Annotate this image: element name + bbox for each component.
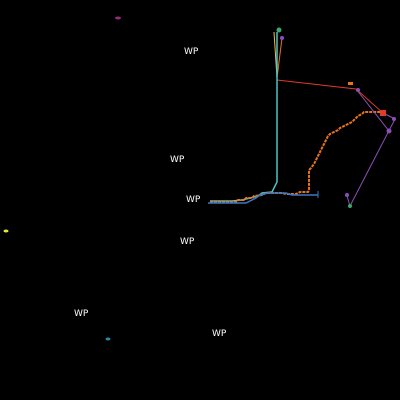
contact-magenta[interactable] (115, 16, 121, 20)
orange-link-line (276, 37, 283, 79)
waypoint-label[interactable]: WP (180, 237, 195, 247)
contact-purple-a[interactable] (356, 88, 360, 92)
waypoint-label[interactable]: WP (170, 155, 185, 165)
blue-track-line (208, 192, 318, 204)
contact-purple-b[interactable] (392, 117, 396, 121)
red-link-line-2 (355, 88, 384, 114)
contact-green-b[interactable] (348, 204, 352, 208)
contact-teal[interactable] (105, 337, 111, 341)
waypoint-label[interactable]: WP (212, 329, 227, 339)
purple-link-line (355, 88, 390, 132)
red-link-line (276, 79, 357, 90)
purple-link-line-2 (349, 118, 396, 207)
contact-green[interactable] (276, 27, 282, 33)
contact-purple-d[interactable] (345, 193, 349, 197)
waypoint-label[interactable]: WP (186, 195, 201, 205)
contact-yellow[interactable] (3, 229, 9, 233)
waypoint-label[interactable]: WP (74, 309, 89, 319)
cyan-track-line (210, 32, 278, 202)
contact-red[interactable] (380, 110, 386, 116)
contact-purple-c[interactable] (386, 128, 392, 134)
contact-orange[interactable] (348, 82, 353, 85)
waypoint-label[interactable]: WP (184, 47, 199, 57)
orange-track-line (210, 111, 382, 203)
contact-purple-top[interactable] (280, 36, 284, 40)
